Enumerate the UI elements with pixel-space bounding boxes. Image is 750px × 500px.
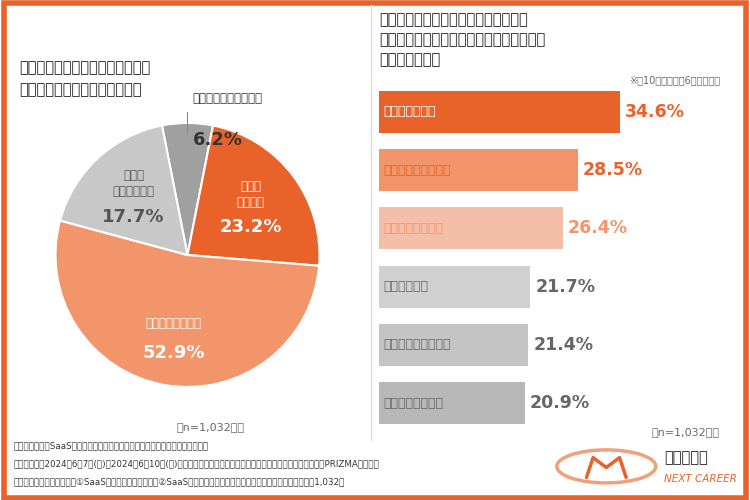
Text: 20.9%: 20.9% <box>530 394 590 412</box>
Text: 希望者の不足: 希望者の不足 <box>383 280 428 293</box>
Text: あまり
そう思わない: あまり そう思わない <box>112 170 154 198</box>
Text: マーキャリ: マーキャリ <box>664 450 708 465</box>
FancyBboxPatch shape <box>379 208 563 250</box>
Text: （複数回答可）: （複数回答可） <box>379 52 440 68</box>
Text: 6.2%: 6.2% <box>193 131 243 149</box>
Text: 28.5%: 28.5% <box>583 161 643 179</box>
Text: 23.2%: 23.2% <box>220 218 282 236</box>
Wedge shape <box>56 220 319 387</box>
Text: NEXT CAREER: NEXT CAREER <box>664 474 737 484</box>
Wedge shape <box>162 123 213 255</box>
FancyBboxPatch shape <box>379 382 524 424</box>
Text: 17.7%: 17.7% <box>102 208 165 226</box>
Text: 仕事の引継ぎ、後任: 仕事の引継ぎ、後任 <box>383 164 451 176</box>
Text: 26.4%: 26.4% <box>568 220 628 238</box>
Text: 課題と感じることについて教えてください: 課題と感じることについて教えてください <box>379 32 545 48</box>
Text: 21.7%: 21.7% <box>536 278 596 295</box>
Text: 34.6%: 34.6% <box>626 102 686 120</box>
Text: 《調査概要：「SaaS企業における男女共同参画推進動向」に関する実態調査》: 《調査概要：「SaaS企業における男女共同参画推進動向」に関する実態調査》 <box>13 441 208 450</box>
Text: ・調査対象：調査回答時に①SaaS企業に勤めている方／②SaaS企業の人事担当者と回答したモニター　・調査人数：1,032人: ・調査対象：調査回答時に①SaaS企業に勤めている方／②SaaS企業の人事担当者… <box>13 477 345 486</box>
Text: とても
そう思う: とても そう思う <box>237 180 265 208</box>
Text: まったくそう思わない: まったくそう思わない <box>193 92 262 104</box>
Text: ある程度そう思う: ある程度そう思う <box>146 318 202 330</box>
Text: （n=1,032人）: （n=1,032人） <box>652 428 720 438</box>
FancyBboxPatch shape <box>379 149 578 191</box>
Wedge shape <box>188 126 320 266</box>
Text: 21.4%: 21.4% <box>533 336 593 354</box>
Text: 産休、育休、介護休暇の取得において: 産休、育休、介護休暇の取得において <box>379 12 527 28</box>
Text: 52.9%: 52.9% <box>142 344 206 362</box>
Text: ・調査期間：2024年6月7日(金)～2024年6月10日(月)　　・調査方法：インターネット調査　　・モニター提供元：PRIZMAリサーチ: ・調査期間：2024年6月7日(金)～2024年6月10日(月) ・調査方法：イ… <box>13 459 380 468</box>
FancyBboxPatch shape <box>379 90 620 132</box>
Wedge shape <box>60 126 188 255</box>
Text: 経営層の理解不足: 経営層の理解不足 <box>383 397 443 410</box>
Text: 貴社では産休、育休、介護休暇の
取得はしやすいと思いますか？: 貴社では産休、育休、介護休暇の 取得はしやすいと思いますか？ <box>19 60 150 97</box>
FancyBboxPatch shape <box>379 324 528 366</box>
FancyBboxPatch shape <box>379 266 530 308</box>
Text: ※全10項目中上位6項目を抜粋: ※全10項目中上位6項目を抜粋 <box>628 75 720 85</box>
Text: 職場の負担増大: 職場の負担増大 <box>383 105 436 118</box>
Text: 社内での事例不足: 社内での事例不足 <box>383 222 443 235</box>
Circle shape <box>556 450 656 483</box>
Text: （n=1,032人）: （n=1,032人） <box>176 422 244 432</box>
Text: メンバーの理解不足: メンバーの理解不足 <box>383 338 451 351</box>
